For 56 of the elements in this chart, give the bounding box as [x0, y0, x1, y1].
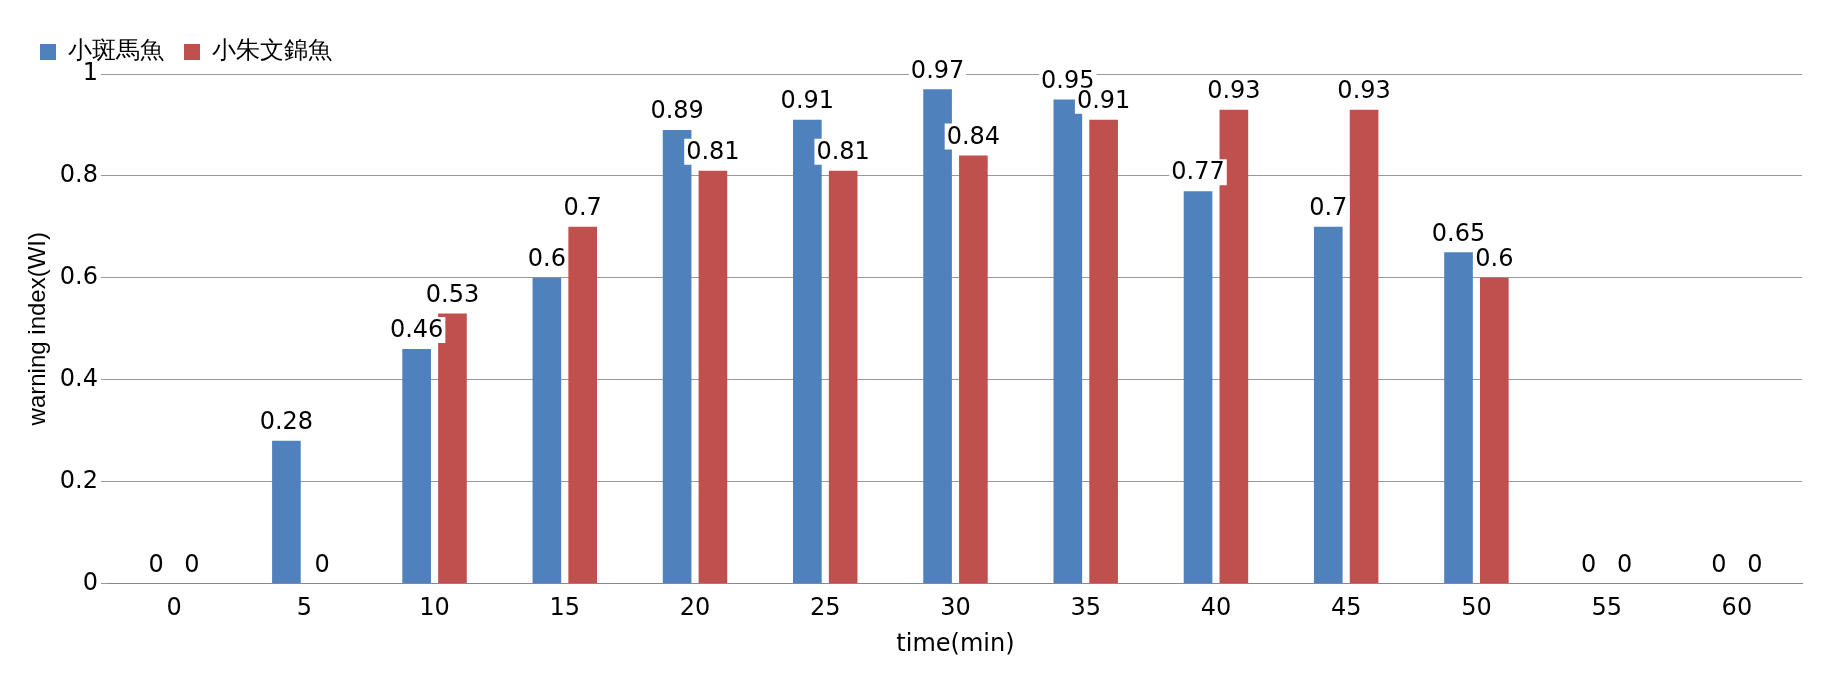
- data-label: 0.6: [527, 243, 566, 272]
- data-label: 0.84: [946, 121, 1001, 150]
- data-label: 0.91: [780, 86, 835, 115]
- data-label: 0.97: [910, 55, 965, 84]
- bar: [1089, 119, 1118, 583]
- bar: [1183, 191, 1213, 583]
- bar: [1444, 252, 1473, 583]
- data-label: 0.93: [1207, 75, 1261, 104]
- data-label: 0.46: [389, 315, 444, 344]
- data-label: 0.81: [816, 137, 870, 166]
- x-tick-label: 0: [166, 593, 182, 622]
- bar: [272, 440, 301, 583]
- x-tick-label: 30: [940, 593, 971, 622]
- data-label: 0: [1581, 549, 1597, 578]
- x-tick-label: 20: [679, 593, 711, 622]
- data-label: 0: [314, 549, 330, 578]
- x-tick-label: 55: [1591, 593, 1622, 622]
- bar: [828, 170, 858, 583]
- bar: [698, 170, 728, 583]
- data-label: 0.7: [563, 193, 602, 222]
- bar: [959, 155, 988, 583]
- y-tick-label: 0.6: [59, 261, 98, 290]
- data-label: 0: [1616, 549, 1633, 578]
- data-label: 0.77: [1171, 157, 1225, 186]
- data-label: 0.7: [1309, 193, 1348, 222]
- y-tick-label: 0.2: [59, 465, 98, 494]
- y-tick-label: 0.4: [59, 363, 98, 392]
- x-tick-label: 40: [1200, 593, 1232, 622]
- bar: [1313, 226, 1343, 583]
- x-tick-label: 15: [549, 593, 581, 622]
- data-label: 0: [1747, 549, 1763, 578]
- data-label: 0.81: [686, 137, 740, 166]
- data-label: 0: [148, 549, 164, 578]
- y-axis-title: warning index(WI): [23, 232, 51, 427]
- data-label: 0.89: [650, 96, 704, 125]
- bar: [1349, 109, 1379, 583]
- y-tick-label: 0.8: [59, 160, 98, 189]
- legend-label: 小朱文錦魚: [212, 36, 332, 65]
- x-tick-label: 10: [419, 593, 450, 622]
- bar: [532, 277, 562, 583]
- x-tick-label: 25: [809, 593, 841, 622]
- x-tick-label: 60: [1721, 593, 1753, 622]
- bar: [402, 349, 431, 583]
- x-axis-title: time(min): [896, 628, 1015, 657]
- y-tick-label: 0: [82, 567, 98, 596]
- data-label: 0: [184, 549, 200, 578]
- x-tick-label: 35: [1070, 593, 1101, 622]
- bar: [568, 226, 598, 583]
- data-label: 0.28: [259, 407, 314, 435]
- x-tick-label: 45: [1330, 593, 1362, 622]
- x-tick-label: 5: [296, 593, 312, 622]
- data-label: 0.53: [425, 279, 480, 308]
- x-tick-label: 50: [1461, 593, 1492, 622]
- data-label: 0: [1711, 549, 1727, 578]
- bar: [1480, 277, 1509, 583]
- data-label: 0.93: [1337, 75, 1391, 104]
